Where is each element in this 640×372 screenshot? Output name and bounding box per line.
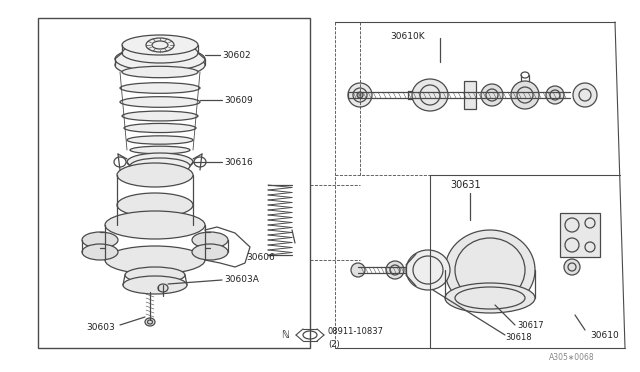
Ellipse shape — [122, 35, 198, 55]
Ellipse shape — [115, 47, 205, 71]
Ellipse shape — [145, 318, 155, 326]
Text: 30610K: 30610K — [390, 32, 424, 41]
Ellipse shape — [406, 250, 450, 290]
Ellipse shape — [117, 193, 193, 217]
Text: 30602: 30602 — [222, 51, 251, 60]
Text: (2): (2) — [328, 340, 340, 349]
Ellipse shape — [123, 276, 187, 294]
Ellipse shape — [192, 244, 228, 260]
Ellipse shape — [82, 244, 118, 260]
Ellipse shape — [348, 83, 372, 107]
Ellipse shape — [386, 261, 404, 279]
Ellipse shape — [120, 97, 200, 107]
Ellipse shape — [445, 283, 535, 313]
Ellipse shape — [546, 86, 564, 104]
Text: 30603A: 30603A — [224, 276, 259, 285]
Text: 30631: 30631 — [450, 180, 481, 190]
Text: 30618: 30618 — [505, 333, 532, 341]
Ellipse shape — [127, 153, 193, 171]
Text: 30603: 30603 — [86, 323, 115, 331]
Bar — [560, 213, 600, 257]
Ellipse shape — [122, 111, 198, 121]
Ellipse shape — [412, 79, 448, 111]
Ellipse shape — [130, 158, 190, 174]
Ellipse shape — [120, 83, 200, 93]
Text: 30617: 30617 — [517, 321, 543, 330]
Ellipse shape — [127, 136, 193, 144]
Text: 30606: 30606 — [246, 253, 275, 262]
Ellipse shape — [564, 259, 580, 275]
Text: 30610: 30610 — [590, 330, 619, 340]
Ellipse shape — [115, 53, 205, 77]
Ellipse shape — [445, 230, 535, 310]
Ellipse shape — [573, 83, 597, 107]
Ellipse shape — [192, 232, 228, 248]
Ellipse shape — [481, 84, 503, 106]
Text: 30609: 30609 — [224, 96, 253, 105]
Text: 30616: 30616 — [224, 157, 253, 167]
Bar — [38, 18, 310, 348]
Ellipse shape — [511, 81, 539, 109]
Ellipse shape — [351, 263, 365, 277]
Text: ℕ: ℕ — [281, 330, 289, 340]
Ellipse shape — [158, 284, 168, 292]
Text: A305∗0068: A305∗0068 — [549, 353, 595, 362]
Text: 08911-10837: 08911-10837 — [328, 327, 384, 337]
Ellipse shape — [122, 66, 198, 78]
Bar — [464, 81, 476, 109]
Ellipse shape — [82, 232, 118, 248]
Ellipse shape — [125, 267, 185, 283]
Ellipse shape — [124, 124, 196, 132]
Ellipse shape — [105, 246, 205, 274]
Ellipse shape — [122, 43, 198, 63]
Ellipse shape — [105, 211, 205, 239]
Ellipse shape — [357, 92, 363, 98]
Ellipse shape — [117, 163, 193, 187]
Ellipse shape — [130, 146, 190, 154]
